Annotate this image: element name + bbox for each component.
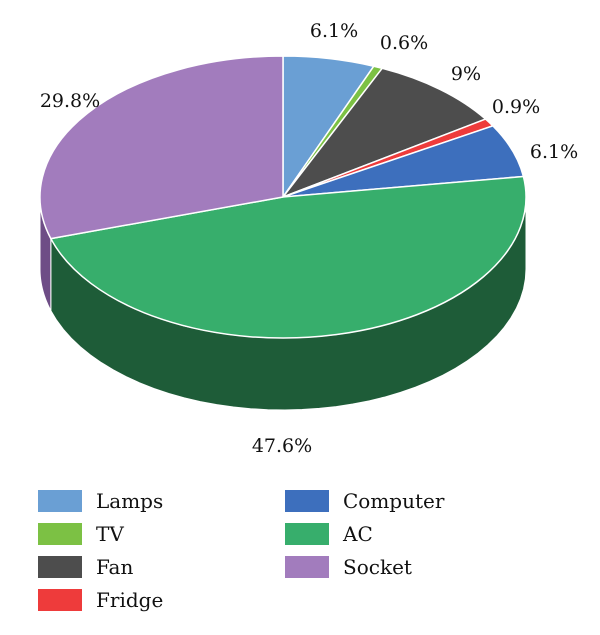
data-label-computer: 6.1%	[530, 141, 578, 163]
data-label-lamps: 6.1%	[310, 20, 358, 42]
pie-chart: 6.1% 0.6% 9% 0.9% 6.1% 47.6% 29.8%	[39, 20, 578, 457]
legend: Lamps TV Fan Fridge Computer AC Socket	[0, 478, 600, 628]
legend-label-computer: Computer	[343, 489, 445, 513]
data-label-tv: 0.6%	[380, 32, 428, 54]
legend-swatch-lamps	[38, 490, 82, 512]
legend-label-ac: AC	[343, 522, 373, 546]
pie-slice-ac	[50, 175, 527, 339]
legend-label-fridge: Fridge	[96, 588, 164, 612]
legend-swatch-ac	[285, 523, 329, 545]
legend-item-fan: Fan	[38, 552, 133, 582]
legend-item-lamps: Lamps	[38, 486, 163, 516]
legend-label-lamps: Lamps	[96, 489, 164, 513]
legend-swatch-computer	[285, 490, 329, 512]
legend-swatch-socket	[285, 556, 329, 578]
legend-label-socket: Socket	[343, 555, 412, 579]
data-label-ac: 47.6%	[252, 435, 312, 457]
legend-item-tv: TV	[38, 519, 124, 549]
legend-swatch-fridge	[38, 589, 82, 611]
pie-slice-fan	[282, 67, 487, 198]
legend-item-fridge: Fridge	[38, 585, 163, 615]
pie-tops	[39, 55, 527, 339]
legend-item-ac: AC	[285, 519, 373, 549]
pie-slice-socket	[39, 55, 284, 240]
legend-swatch-fan	[38, 556, 82, 578]
data-label-fridge: 0.9%	[492, 96, 540, 118]
data-label-fan: 9%	[451, 63, 481, 85]
legend-label-tv: TV	[96, 522, 124, 546]
data-label-socket: 29.8%	[40, 90, 100, 112]
pie-labels: 6.1% 0.6% 9% 0.9% 6.1% 47.6% 29.8%	[40, 20, 578, 457]
legend-swatch-tv	[38, 523, 82, 545]
legend-item-computer: Computer	[285, 486, 444, 516]
legend-label-fan: Fan	[96, 555, 134, 579]
legend-item-socket: Socket	[285, 552, 412, 582]
